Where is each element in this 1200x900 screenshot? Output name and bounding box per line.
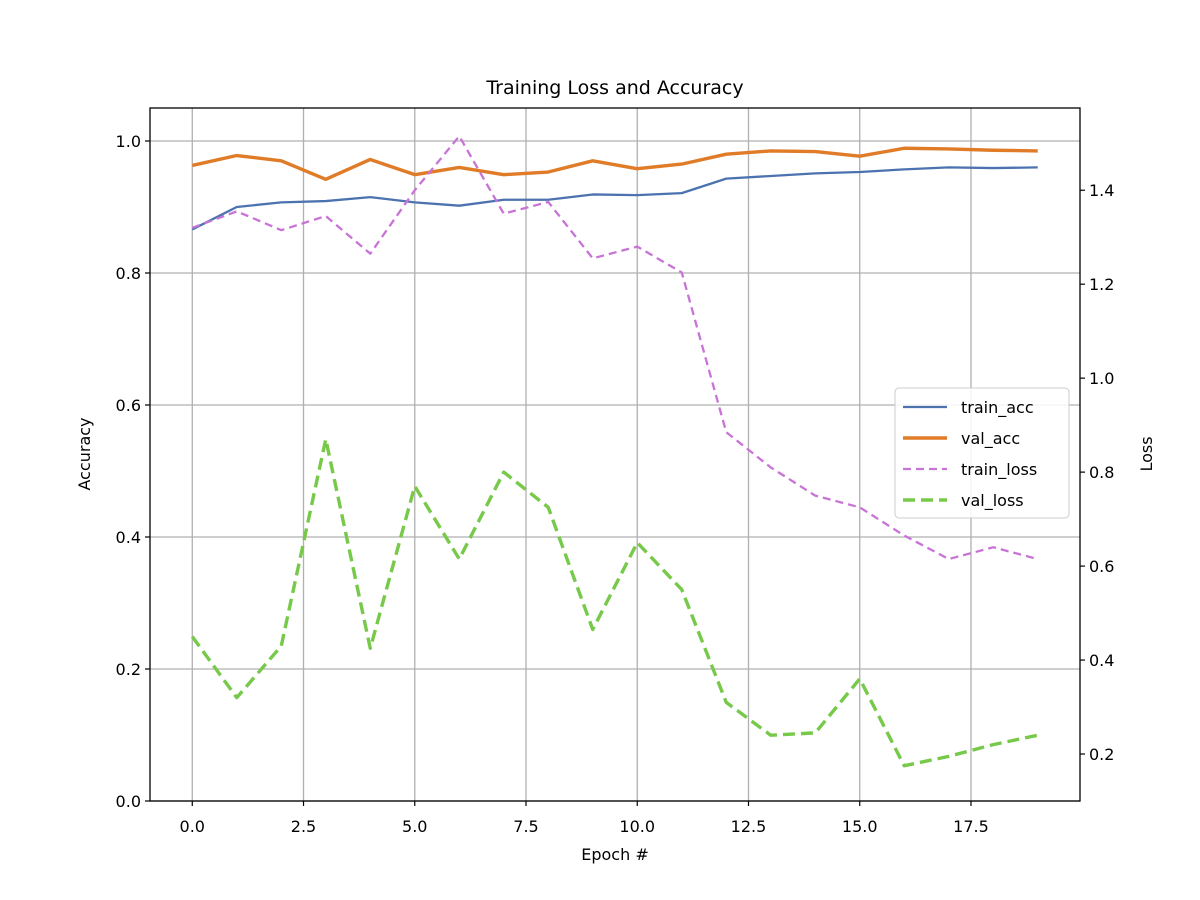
y-axis-label: Accuracy — [75, 417, 94, 490]
y-tick-label: 0.8 — [116, 264, 141, 283]
series-line-val-acc — [191, 146, 1038, 181]
y-tick-label: 0.6 — [116, 396, 141, 415]
y2-tick-label: 0.6 — [1089, 557, 1114, 576]
x-tick-label: 2.5 — [291, 817, 316, 836]
ticks: 0.0 2.5 5.0 7.5 10.0 12.5 15.0 17.5 0.0 0.2 0.4 0.6… — [116, 132, 1115, 836]
x-tick-label: 0.0 — [180, 817, 205, 836]
y-tick-label: 0.0 — [116, 792, 141, 811]
y2-tick-label: 1.0 — [1089, 369, 1114, 388]
y2-tick-label: 0.4 — [1089, 651, 1114, 670]
series-line-val-loss — [190, 437, 1039, 768]
series-lines — [190, 135, 1039, 768]
y-tick-label: 0.4 — [116, 528, 141, 547]
x-tick-label: 12.5 — [731, 817, 767, 836]
y2-axis-label: Loss — [1137, 436, 1156, 471]
y-tick-label: 0.2 — [116, 660, 141, 679]
y2-tick-label: 0.8 — [1089, 463, 1114, 482]
x-tick-label: 5.0 — [402, 817, 427, 836]
x-axis-label: Epoch # — [581, 845, 648, 864]
legend-box — [894, 387, 1070, 519]
y-tick-label: 1.0 — [116, 132, 141, 151]
y2-tick-label: 0.2 — [1089, 745, 1114, 764]
legend-label: train_acc — [961, 398, 1034, 418]
x-tick-label: 15.0 — [842, 817, 878, 836]
x-tick-label: 7.5 — [513, 817, 538, 836]
legend-label: val_loss — [961, 491, 1024, 511]
legend-label: train_loss — [961, 460, 1037, 480]
x-tick-label: 10.0 — [619, 817, 655, 836]
chart-title: Training Loss and Accuracy — [485, 77, 743, 99]
series-line-train-loss — [191, 135, 1039, 561]
y2-tick-label: 1.2 — [1089, 275, 1114, 294]
legend-label: val_acc — [961, 429, 1020, 449]
plot-frame — [149, 107, 1081, 802]
y2-tick-label: 1.4 — [1089, 181, 1114, 200]
legend: train_acc val_acc train_loss val_loss — [894, 387, 1070, 519]
x-tick-label: 17.5 — [953, 817, 989, 836]
series-line-train-acc — [191, 166, 1038, 231]
